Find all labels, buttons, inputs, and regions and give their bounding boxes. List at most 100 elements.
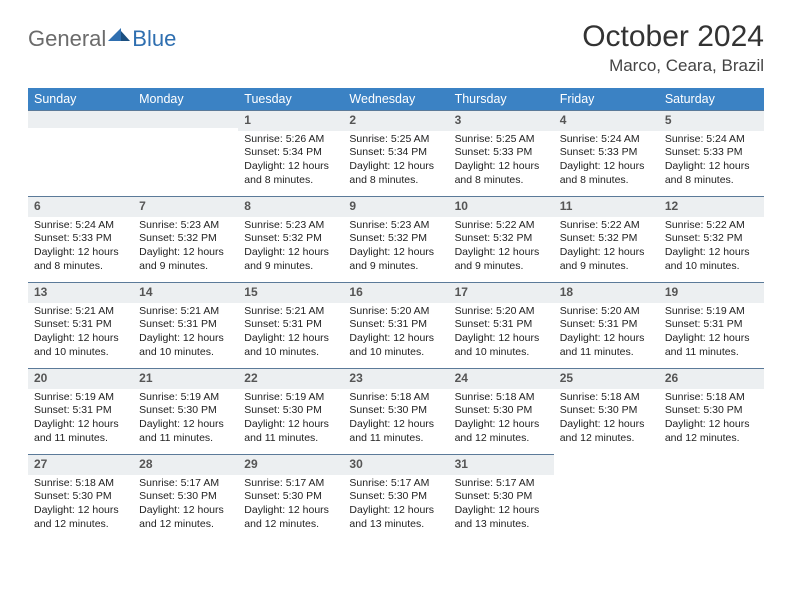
daylight-text: Daylight: 12 hours and 10 minutes. — [244, 332, 337, 359]
sunrise-text: Sunrise: 5:20 AM — [455, 305, 548, 319]
sunrise-text: Sunrise: 5:18 AM — [455, 391, 548, 405]
sunset-text: Sunset: 5:30 PM — [244, 404, 337, 418]
calendar-cell — [28, 110, 133, 196]
cell-body: Sunrise: 5:18 AMSunset: 5:30 PMDaylight:… — [343, 389, 448, 452]
calendar-cell: 23Sunrise: 5:18 AMSunset: 5:30 PMDayligh… — [343, 368, 448, 454]
calendar-cell: 18Sunrise: 5:20 AMSunset: 5:31 PMDayligh… — [554, 282, 659, 368]
cell-body: Sunrise: 5:19 AMSunset: 5:30 PMDaylight:… — [238, 389, 343, 452]
sunrise-text: Sunrise: 5:21 AM — [244, 305, 337, 319]
day-number: 8 — [238, 196, 343, 217]
calendar-cell: 30Sunrise: 5:17 AMSunset: 5:30 PMDayligh… — [343, 454, 448, 540]
sunrise-text: Sunrise: 5:26 AM — [244, 133, 337, 147]
calendar-cell: 22Sunrise: 5:19 AMSunset: 5:30 PMDayligh… — [238, 368, 343, 454]
sunset-text: Sunset: 5:30 PM — [455, 404, 548, 418]
cell-body: Sunrise: 5:18 AMSunset: 5:30 PMDaylight:… — [449, 389, 554, 452]
calendar-cell: 19Sunrise: 5:19 AMSunset: 5:31 PMDayligh… — [659, 282, 764, 368]
day-number: 30 — [343, 454, 448, 475]
sunrise-text: Sunrise: 5:25 AM — [455, 133, 548, 147]
day-number: 5 — [659, 110, 764, 131]
sunset-text: Sunset: 5:33 PM — [455, 146, 548, 160]
daylight-text: Daylight: 12 hours and 10 minutes. — [34, 332, 127, 359]
cell-body: Sunrise: 5:22 AMSunset: 5:32 PMDaylight:… — [449, 217, 554, 280]
day-number: 28 — [133, 454, 238, 475]
calendar-cell — [554, 454, 659, 540]
daylight-text: Daylight: 12 hours and 9 minutes. — [349, 246, 442, 273]
cell-body: Sunrise: 5:23 AMSunset: 5:32 PMDaylight:… — [343, 217, 448, 280]
daylight-text: Daylight: 12 hours and 12 minutes. — [560, 418, 653, 445]
sunset-text: Sunset: 5:30 PM — [139, 404, 232, 418]
cell-body: Sunrise: 5:17 AMSunset: 5:30 PMDaylight:… — [343, 475, 448, 538]
day-number: 3 — [449, 110, 554, 131]
calendar-cell: 24Sunrise: 5:18 AMSunset: 5:30 PMDayligh… — [449, 368, 554, 454]
day-number: 7 — [133, 196, 238, 217]
day-number: 14 — [133, 282, 238, 303]
logo-text-blue: Blue — [132, 26, 176, 52]
sunrise-text: Sunrise: 5:23 AM — [244, 219, 337, 233]
sunrise-text: Sunrise: 5:25 AM — [349, 133, 442, 147]
cell-body: Sunrise: 5:18 AMSunset: 5:30 PMDaylight:… — [554, 389, 659, 452]
cell-body: Sunrise: 5:21 AMSunset: 5:31 PMDaylight:… — [28, 303, 133, 366]
calendar-cell: 6Sunrise: 5:24 AMSunset: 5:33 PMDaylight… — [28, 196, 133, 282]
cell-body: Sunrise: 5:21 AMSunset: 5:31 PMDaylight:… — [238, 303, 343, 366]
sunrise-text: Sunrise: 5:24 AM — [34, 219, 127, 233]
daylight-text: Daylight: 12 hours and 12 minutes. — [455, 418, 548, 445]
daylight-text: Daylight: 12 hours and 10 minutes. — [139, 332, 232, 359]
cell-body: Sunrise: 5:22 AMSunset: 5:32 PMDaylight:… — [659, 217, 764, 280]
daylight-text: Daylight: 12 hours and 8 minutes. — [455, 160, 548, 187]
calendar-cell: 3 Sunrise: 5:25 AMSunset: 5:33 PMDaylight… — [449, 110, 554, 196]
sunrise-text: Sunrise: 5:21 AM — [34, 305, 127, 319]
calendar-cell: 12Sunrise: 5:22 AMSunset: 5:32 PMDayligh… — [659, 196, 764, 282]
day-number: 1 — [238, 110, 343, 131]
day-number — [133, 110, 238, 128]
sunrise-text: Sunrise: 5:17 AM — [139, 477, 232, 491]
cell-body: Sunrise: 5:19 AMSunset: 5:31 PMDaylight:… — [659, 303, 764, 366]
day-number: 16 — [343, 282, 448, 303]
sunrise-text: Sunrise: 5:23 AM — [349, 219, 442, 233]
sunset-text: Sunset: 5:30 PM — [244, 490, 337, 504]
calendar-cell: 10Sunrise: 5:22 AMSunset: 5:32 PMDayligh… — [449, 196, 554, 282]
weekday-wednesday: Wednesday — [343, 88, 448, 110]
calendar-cell: 26Sunrise: 5:18 AMSunset: 5:30 PMDayligh… — [659, 368, 764, 454]
weekday-sunday: Sunday — [28, 88, 133, 110]
day-number: 13 — [28, 282, 133, 303]
sunset-text: Sunset: 5:32 PM — [455, 232, 548, 246]
day-number: 12 — [659, 196, 764, 217]
header: General Blue October 2024 Marco, Ceara, … — [28, 20, 764, 76]
day-number: 20 — [28, 368, 133, 389]
calendar-cell: 4Sunrise: 5:24 AMSunset: 5:33 PMDaylight… — [554, 110, 659, 196]
cell-body: Sunrise: 5:19 AMSunset: 5:31 PMDaylight:… — [28, 389, 133, 452]
calendar-cell: 28Sunrise: 5:17 AMSunset: 5:30 PMDayligh… — [133, 454, 238, 540]
calendar-cell: 31Sunrise: 5:17 AMSunset: 5:30 PMDayligh… — [449, 454, 554, 540]
sunset-text: Sunset: 5:30 PM — [34, 490, 127, 504]
calendar-cell: 16Sunrise: 5:20 AMSunset: 5:31 PMDayligh… — [343, 282, 448, 368]
calendar-cell: 20Sunrise: 5:19 AMSunset: 5:31 PMDayligh… — [28, 368, 133, 454]
sunrise-text: Sunrise: 5:17 AM — [244, 477, 337, 491]
daylight-text: Daylight: 12 hours and 10 minutes. — [455, 332, 548, 359]
calendar-cell: 29Sunrise: 5:17 AMSunset: 5:30 PMDayligh… — [238, 454, 343, 540]
sunrise-text: Sunrise: 5:17 AM — [349, 477, 442, 491]
daylight-text: Daylight: 12 hours and 13 minutes. — [455, 504, 548, 531]
day-number: 4 — [554, 110, 659, 131]
sunset-text: Sunset: 5:32 PM — [349, 232, 442, 246]
daylight-text: Daylight: 12 hours and 12 minutes. — [139, 504, 232, 531]
weekday-header: Sunday Monday Tuesday Wednesday Thursday… — [28, 88, 764, 110]
sunrise-text: Sunrise: 5:20 AM — [349, 305, 442, 319]
daylight-text: Daylight: 12 hours and 8 minutes. — [34, 246, 127, 273]
day-number: 15 — [238, 282, 343, 303]
daylight-text: Daylight: 12 hours and 12 minutes. — [665, 418, 758, 445]
sunset-text: Sunset: 5:30 PM — [560, 404, 653, 418]
daylight-text: Daylight: 12 hours and 12 minutes. — [244, 504, 337, 531]
calendar-cell: 17Sunrise: 5:20 AMSunset: 5:31 PMDayligh… — [449, 282, 554, 368]
day-number: 10 — [449, 196, 554, 217]
sunset-text: Sunset: 5:32 PM — [139, 232, 232, 246]
cell-body: Sunrise: 5:17 AMSunset: 5:30 PMDaylight:… — [238, 475, 343, 538]
daylight-text: Daylight: 12 hours and 11 minutes. — [34, 418, 127, 445]
cell-body: Sunrise: 5:23 AMSunset: 5:32 PMDaylight:… — [238, 217, 343, 280]
day-number: 24 — [449, 368, 554, 389]
daylight-text: Daylight: 12 hours and 8 minutes. — [560, 160, 653, 187]
daylight-text: Daylight: 12 hours and 11 minutes. — [244, 418, 337, 445]
calendar-cell: 7Sunrise: 5:23 AMSunset: 5:32 PMDaylight… — [133, 196, 238, 282]
day-number: 27 — [28, 454, 133, 475]
daylight-text: Daylight: 12 hours and 9 minutes. — [244, 246, 337, 273]
cell-body: Sunrise: 5:26 AMSunset: 5:34 PMDaylight:… — [238, 131, 343, 194]
